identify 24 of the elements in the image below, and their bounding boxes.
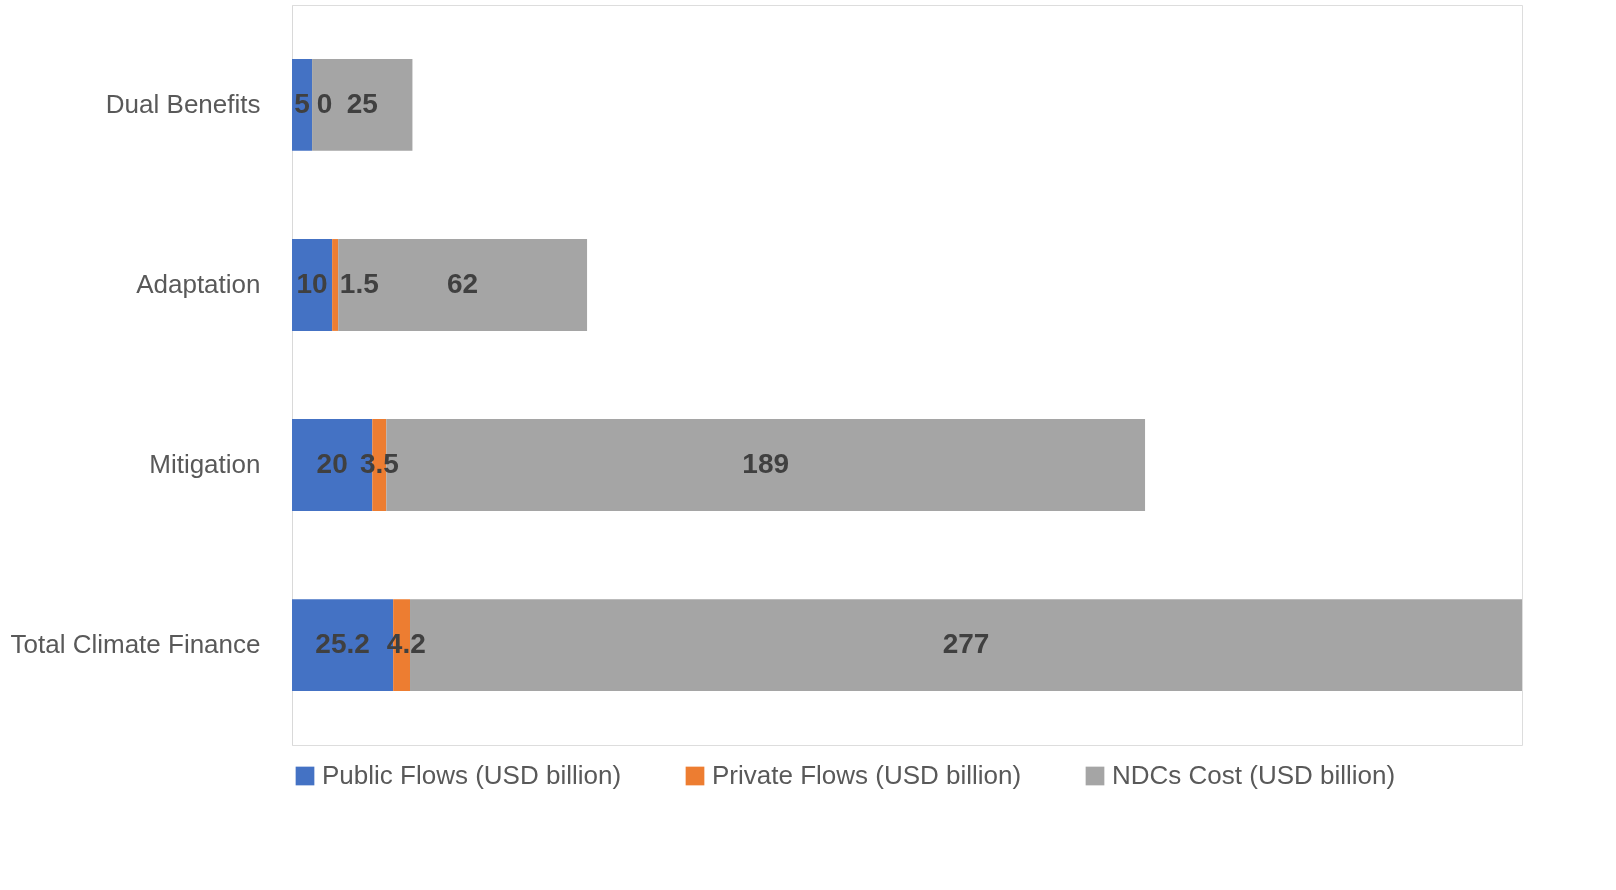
data-label: 0 xyxy=(316,87,333,119)
data-label: 20 xyxy=(316,448,348,480)
data-label: 62 xyxy=(447,267,479,299)
data-label: 5 xyxy=(294,87,310,119)
bar xyxy=(332,239,339,331)
data-label: 25 xyxy=(346,87,378,119)
legend-label: Private Flows (USD billion) xyxy=(712,760,1022,790)
y-tick-label: Total Climate Finance xyxy=(10,629,261,660)
bar xyxy=(312,59,413,151)
data-label: 3.5 xyxy=(359,448,399,480)
bar xyxy=(292,239,333,331)
legend-label: NDCs Cost (USD billion) xyxy=(1112,760,1396,790)
data-label: 25.2 xyxy=(315,628,370,660)
legend-label: Public Flows (USD billion) xyxy=(322,760,622,790)
bar xyxy=(338,239,588,331)
data-label: 1.5 xyxy=(339,267,379,299)
data-label: 4.2 xyxy=(386,628,426,660)
y-tick-label: Adaptation xyxy=(136,268,261,299)
data-label: 189 xyxy=(742,448,790,480)
y-tick-label: Dual Benefits xyxy=(105,88,261,119)
y-tick-label: Mitigation xyxy=(149,449,261,480)
data-label: 277 xyxy=(942,628,990,660)
data-label: 10 xyxy=(296,267,328,299)
bar xyxy=(292,59,313,151)
